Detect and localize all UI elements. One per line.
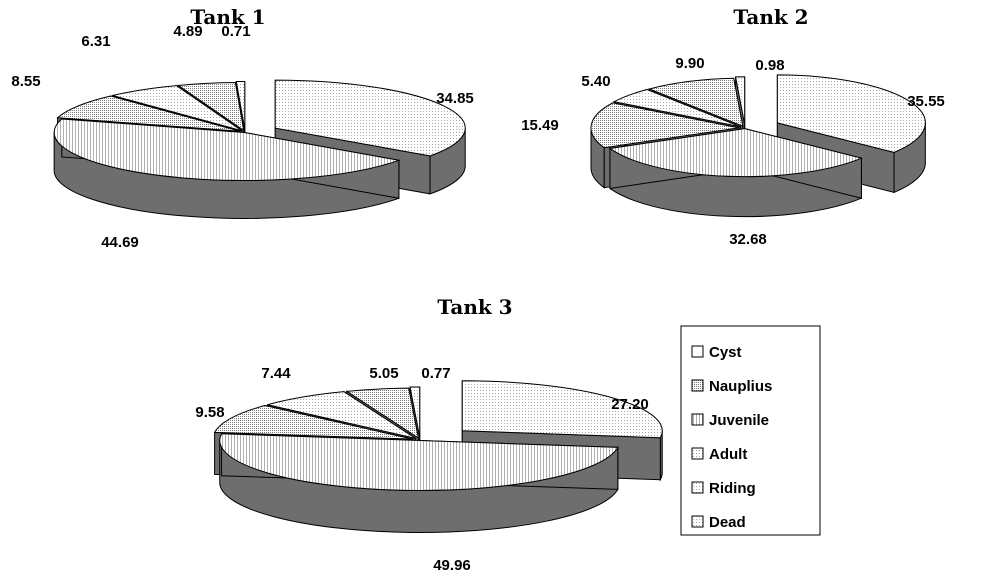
labels-group: 27.20 49.96 9.58 7.44 5.05 0.77 [195, 365, 648, 574]
slice-top-face [235, 80, 246, 130]
data-label: 34.85 [436, 90, 474, 107]
legend-entry-dead: Dead [691, 514, 746, 531]
legend-label: Cyst [709, 344, 742, 361]
slice-top-face [213, 405, 413, 440]
data-label: 8.55 [11, 73, 40, 90]
legend-entry-cyst: Cyst [691, 344, 742, 361]
legend-entry-riding: Riding [691, 480, 756, 497]
slice-top-face [267, 391, 416, 439]
slice-top-face [345, 387, 420, 440]
slice-top-face [409, 386, 421, 438]
slice-top-face [647, 77, 744, 127]
legend-swatch [691, 515, 704, 528]
legend-swatch [691, 379, 704, 392]
data-label: 5.40 [581, 73, 610, 90]
labels-group: 35.55 32.68 15.49 5.40 9.90 0.98 [521, 55, 945, 248]
labels-group: 34.85 44.69 8.55 6.31 4.89 0.71 [11, 23, 473, 251]
data-label: 4.89 [173, 23, 202, 40]
data-label: 49.96 [433, 557, 471, 574]
slices-group [53, 79, 466, 219]
legend-label: Adult [709, 446, 747, 463]
chart-title: Tank 1 [190, 5, 265, 29]
pie-slice-juvenile [53, 118, 401, 219]
slice-top-face [219, 433, 619, 491]
slice-top-face [612, 88, 741, 128]
data-label: 9.58 [195, 404, 224, 421]
legend-swatch [691, 413, 704, 426]
slice-top-face [461, 380, 663, 439]
legend-entry-nauplius: Nauplius [691, 378, 772, 395]
slice-top-face [734, 76, 746, 125]
slice-top-face [56, 95, 241, 132]
data-label: 15.49 [521, 117, 559, 134]
pie-slice-juvenile [608, 128, 864, 218]
chart-title: Tank 2 [733, 5, 808, 29]
slices-group [213, 380, 663, 533]
data-label: 0.77 [421, 365, 450, 382]
data-label: 35.55 [907, 93, 945, 110]
data-label: 44.69 [101, 234, 139, 251]
legend-label: Riding [709, 480, 756, 497]
legend-swatch [691, 481, 704, 494]
legend-box [680, 325, 821, 536]
legend-items: Cyst Nauplius Juvenile Adult Riding Dead [691, 344, 772, 531]
legend-label: Nauplius [709, 378, 772, 395]
data-label: 7.44 [261, 365, 291, 382]
slice-top-face [590, 102, 740, 149]
slice-top-face [112, 85, 243, 132]
slice-top-face [274, 79, 466, 157]
data-label: 6.31 [81, 33, 110, 50]
data-label: 0.71 [221, 23, 250, 40]
legend-entry-juvenile: Juvenile [691, 412, 769, 429]
data-label: 32.68 [729, 231, 767, 248]
legend-label: Dead [709, 514, 746, 531]
data-label: 0.98 [755, 57, 784, 74]
chart-title: Tank 3 [437, 295, 512, 319]
legend-swatch [691, 345, 704, 358]
data-label: 9.90 [675, 55, 704, 72]
data-label: 5.05 [369, 365, 398, 382]
slice-top-face [776, 74, 926, 153]
slice-top-face [608, 128, 864, 178]
slice-top-face [53, 118, 401, 181]
legend-entry-adult: Adult [691, 446, 747, 463]
legend-label: Juvenile [709, 412, 769, 429]
legend: Cyst Nauplius Juvenile Adult Riding Dead [680, 325, 821, 536]
pie-slice-juvenile [219, 433, 619, 533]
pie-chart-tank-1: Tank 1 34.85 44.69 8.55 6.31 4.89 0.71 [11, 5, 473, 251]
legend-swatch [691, 447, 704, 460]
slice-top-face [176, 82, 245, 132]
data-label: 27.20 [611, 396, 649, 413]
pie-chart-tank-2: Tank 2 35.55 32.68 15.49 5.40 9.90 0.98 [521, 5, 945, 248]
slices-group [590, 74, 926, 218]
pie-chart-tank-3: Tank 3 27.20 49.96 9.58 7.44 5.05 0.77 [195, 295, 663, 574]
